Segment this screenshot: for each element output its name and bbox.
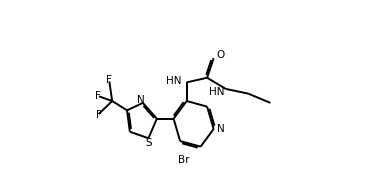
Text: HN: HN bbox=[166, 76, 181, 86]
Text: F: F bbox=[106, 75, 112, 85]
Text: F: F bbox=[95, 91, 101, 101]
Text: F: F bbox=[96, 110, 102, 120]
Text: N: N bbox=[136, 95, 144, 105]
Text: N: N bbox=[217, 124, 225, 134]
Text: Br: Br bbox=[178, 155, 189, 165]
Text: S: S bbox=[145, 138, 152, 148]
Text: O: O bbox=[216, 50, 224, 60]
Text: HN: HN bbox=[209, 87, 225, 97]
